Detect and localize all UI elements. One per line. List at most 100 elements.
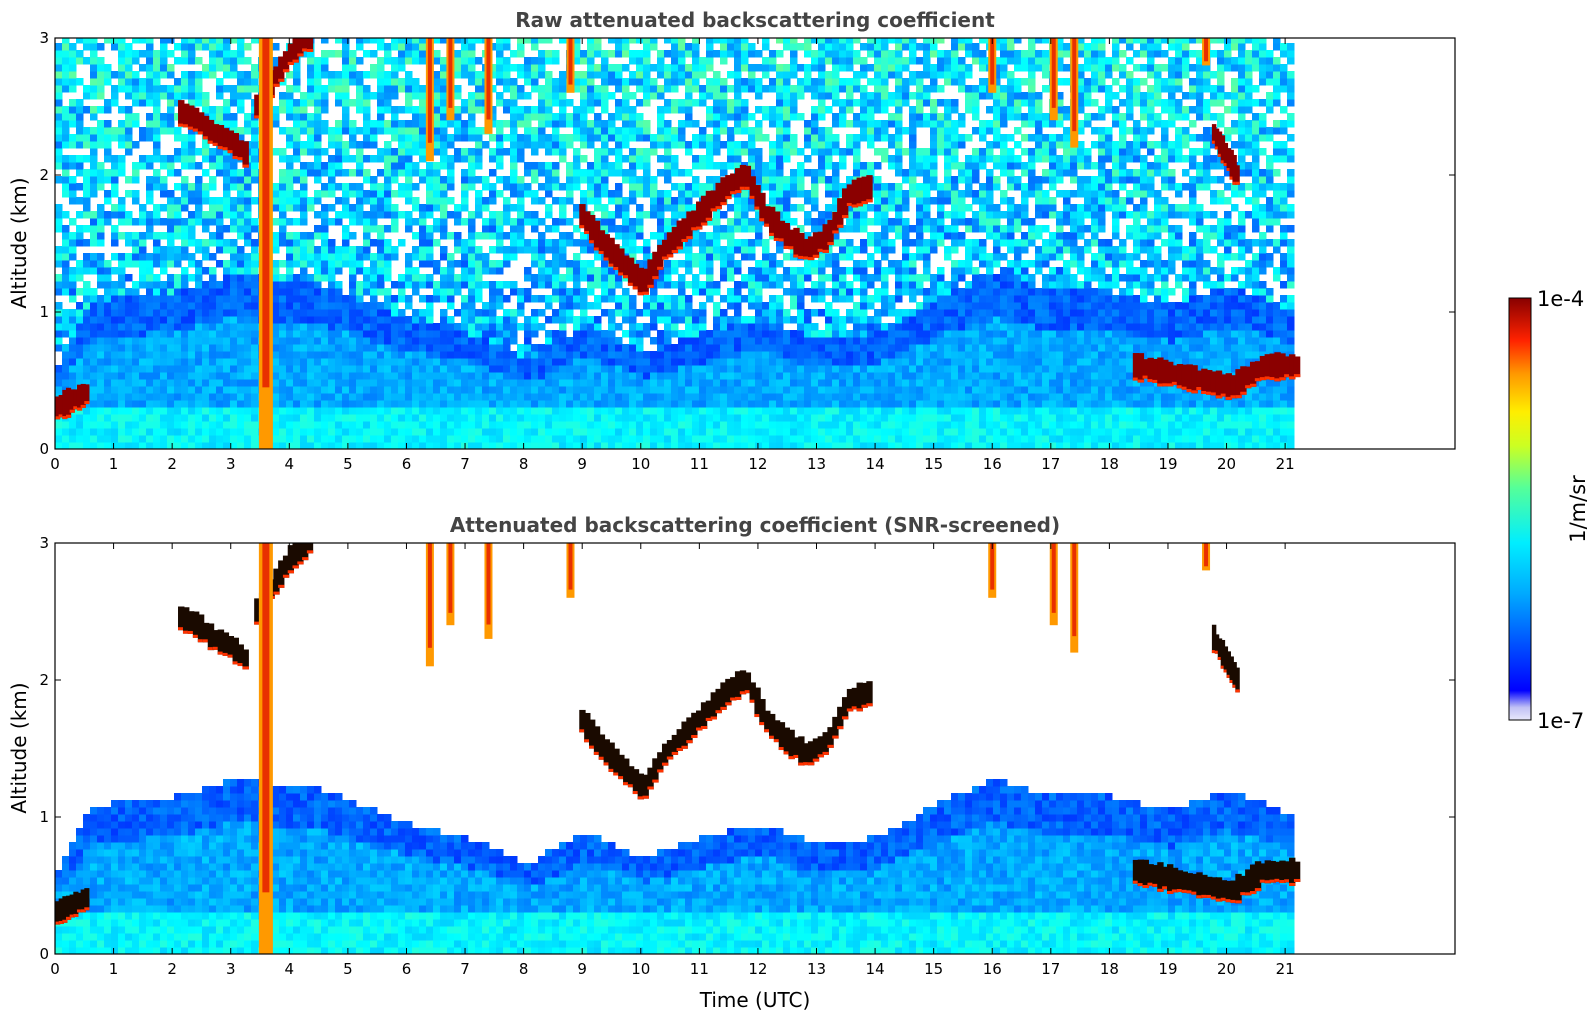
field-cell (62, 379, 70, 387)
field-cell (566, 379, 574, 387)
field-cell (83, 155, 91, 163)
field-cell (272, 323, 280, 331)
field-cell (76, 407, 84, 415)
field-cell (216, 232, 224, 240)
field-cell (90, 225, 98, 233)
field-cell (496, 43, 504, 51)
field-cell (419, 148, 427, 156)
field-cell (370, 176, 378, 184)
field-cell (342, 246, 350, 254)
field-cell (762, 330, 770, 338)
field-cell (174, 302, 182, 310)
field-cell (167, 64, 175, 72)
field-cell (230, 267, 238, 275)
field-cell (83, 351, 91, 359)
field-cell (391, 302, 399, 310)
field-cell (342, 442, 350, 449)
field-cell (769, 316, 777, 324)
field-cell (160, 407, 168, 415)
field-cell (517, 211, 525, 219)
field-cell (391, 337, 399, 345)
field-cell (321, 295, 329, 303)
field-cell (118, 316, 126, 324)
field-cell (454, 246, 462, 254)
field-cell (307, 428, 315, 436)
field-cell (55, 50, 63, 58)
field-cell (426, 323, 434, 331)
field-cell (349, 288, 357, 296)
field-cell (160, 71, 168, 79)
field-cell (433, 428, 441, 436)
field-cell (321, 253, 329, 261)
field-cell (370, 120, 378, 128)
field-cell (496, 386, 504, 394)
field-cell (769, 337, 777, 345)
field-cell (713, 379, 721, 387)
field-cell (209, 337, 217, 345)
field-cell (195, 162, 203, 170)
field-cell (671, 43, 679, 51)
field-cell (699, 442, 707, 449)
field-cell (181, 190, 189, 198)
field-cell (685, 414, 693, 422)
field-cell (685, 351, 693, 359)
field-cell (412, 274, 420, 282)
field-cell (139, 344, 147, 352)
field-cell (223, 106, 231, 114)
field-cell (279, 344, 287, 352)
field-cell (209, 421, 217, 429)
field-cell (433, 162, 441, 170)
field-cell (391, 106, 399, 114)
field-cell (538, 414, 546, 422)
field-cell (132, 50, 140, 58)
field-cell (461, 106, 469, 114)
field-cell (286, 428, 294, 436)
field-cell (475, 141, 483, 149)
field-cell (531, 113, 539, 121)
field-cell (83, 372, 91, 380)
field-cell (314, 260, 322, 268)
field-cell (503, 253, 511, 261)
field-cell (608, 330, 616, 338)
field-cell (160, 309, 168, 317)
field-cell (517, 92, 525, 100)
field-cell (748, 302, 756, 310)
field-cell (321, 211, 329, 219)
field-cell (587, 421, 595, 429)
field-cell (601, 435, 609, 443)
field-cell (594, 43, 602, 51)
field-cell (454, 330, 462, 338)
field-cell (398, 386, 406, 394)
field-cell (132, 309, 140, 317)
field-cell (384, 274, 392, 282)
field-cell (769, 358, 777, 366)
field-cell (762, 38, 770, 44)
field-cell (335, 71, 343, 79)
field-cell (734, 309, 742, 317)
field-cell (174, 421, 182, 429)
field-cell (769, 351, 777, 359)
field-cell (475, 267, 483, 275)
field-cell (160, 253, 168, 261)
field-cell (489, 197, 497, 205)
field-cell (559, 379, 567, 387)
field-cell (741, 141, 749, 149)
field-cell (713, 358, 721, 366)
field-cell (335, 92, 343, 100)
field-cell (727, 421, 735, 429)
field-cell (244, 260, 252, 268)
field-cell (349, 274, 357, 282)
field-cell (440, 414, 448, 422)
field-cell (391, 127, 399, 135)
field-cell (748, 141, 756, 149)
field-cell (594, 421, 602, 429)
field-cell (699, 246, 707, 254)
field-cell (188, 379, 196, 387)
field-cell (279, 400, 287, 408)
field-cell (475, 253, 483, 261)
field-cell (706, 43, 714, 51)
field-cell (685, 106, 693, 114)
field-cell (573, 393, 581, 401)
field-cell (748, 323, 756, 331)
